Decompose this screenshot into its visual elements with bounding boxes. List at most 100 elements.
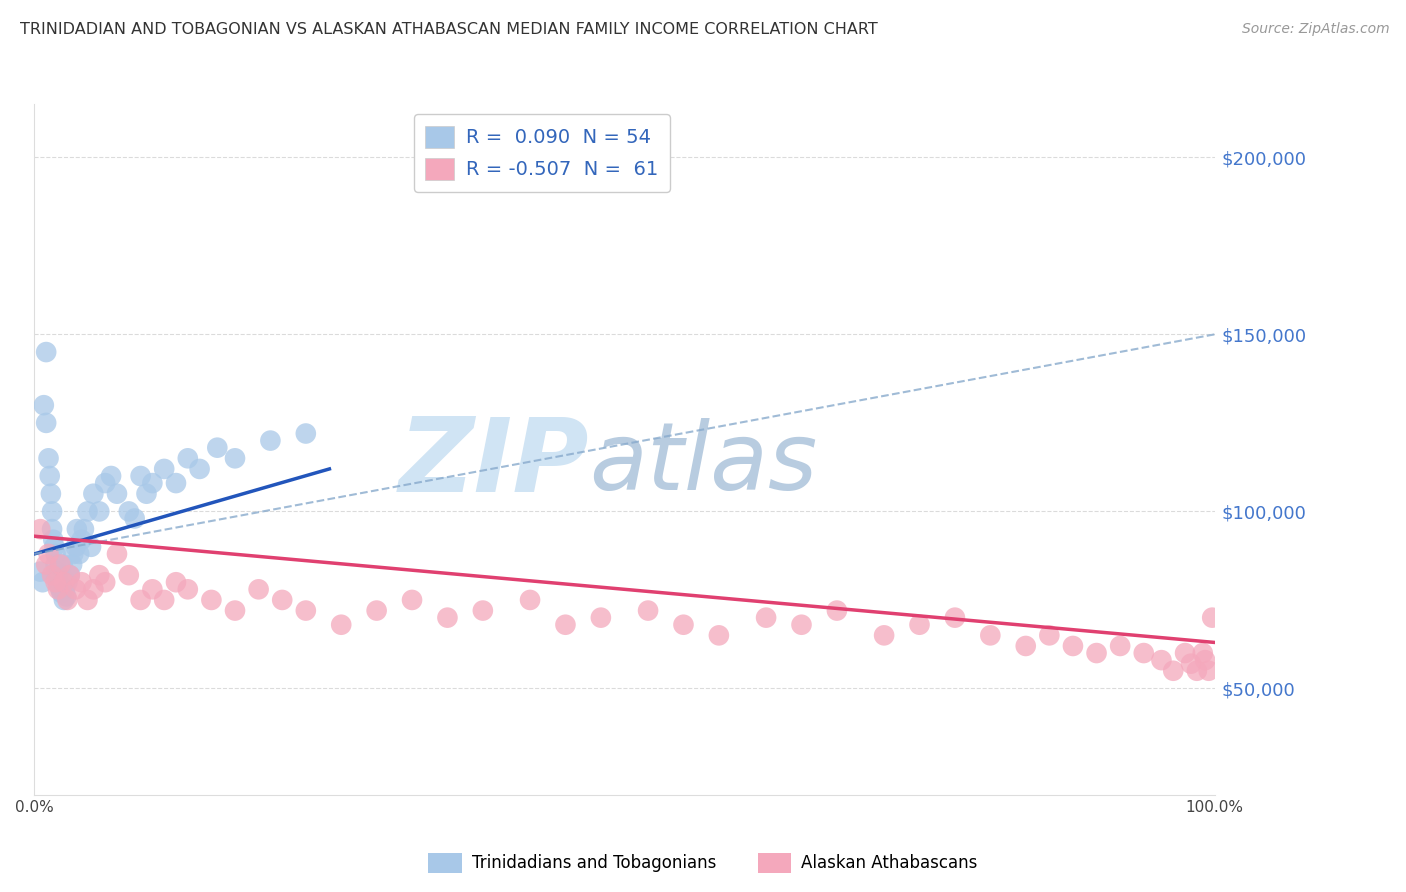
Point: [65, 582, 87, 597]
Point: [1015, 639, 1038, 653]
Point: [45, 575, 67, 590]
Point: [44, 540, 66, 554]
Point: [129, 469, 152, 483]
Point: [637, 603, 659, 617]
Point: [165, 575, 187, 590]
Point: [1194, 653, 1216, 667]
Point: [80, 540, 103, 554]
Point: [118, 504, 141, 518]
Point: [436, 610, 458, 624]
Point: [1180, 657, 1202, 671]
Point: [62, 547, 84, 561]
Point: [165, 476, 187, 491]
Point: [52, 575, 75, 590]
Legend: R =  0.090  N = 54, R = -0.507  N =  61: R = 0.090 N = 54, R = -0.507 N = 61: [413, 114, 671, 192]
Text: TRINIDADIAN AND TOBAGONIAN VS ALASKAN ATHABASCAN MEDIAN FAMILY INCOME CORRELATIO: TRINIDADIAN AND TOBAGONIAN VS ALASKAN AT…: [20, 22, 877, 37]
Point: [105, 547, 128, 561]
Point: [39, 486, 62, 500]
Point: [55, 590, 77, 604]
Point: [45, 558, 67, 572]
Point: [41, 504, 63, 518]
Point: [89, 568, 111, 582]
Point: [38, 451, 60, 466]
Point: [59, 568, 82, 582]
Point: [53, 582, 76, 597]
Point: [153, 593, 176, 607]
Point: [908, 617, 931, 632]
Point: [45, 565, 67, 579]
Point: [56, 593, 79, 607]
Point: [188, 462, 211, 476]
Point: [32, 398, 55, 412]
Point: [51, 586, 73, 600]
Point: [52, 593, 75, 607]
Point: [790, 617, 813, 632]
Point: [42, 533, 65, 547]
Point: [1132, 646, 1154, 660]
Point: [70, 533, 93, 547]
Point: [66, 522, 89, 536]
Point: [295, 603, 318, 617]
Point: [124, 511, 146, 525]
Point: [259, 434, 281, 448]
Point: [38, 469, 60, 483]
Point: [401, 593, 423, 607]
Point: [105, 486, 128, 500]
Point: [52, 558, 75, 572]
Point: [31, 575, 53, 590]
Point: [200, 593, 222, 607]
Point: [672, 617, 695, 632]
Point: [1038, 628, 1060, 642]
Point: [755, 610, 778, 624]
Point: [30, 565, 52, 579]
Point: [41, 522, 63, 536]
Point: [45, 547, 67, 561]
Point: [41, 568, 63, 582]
Point: [177, 582, 200, 597]
Point: [224, 451, 246, 466]
Point: [177, 451, 200, 466]
Point: [1198, 664, 1220, 678]
Point: [76, 504, 98, 518]
Point: [89, 504, 111, 518]
Legend: Trinidadians and Tobagonians, Alaskan Athabascans: Trinidadians and Tobagonians, Alaskan At…: [422, 847, 984, 880]
Point: [247, 582, 270, 597]
Point: [1062, 639, 1084, 653]
Point: [49, 582, 72, 597]
Text: Source: ZipAtlas.com: Source: ZipAtlas.com: [1241, 22, 1389, 37]
Point: [471, 603, 494, 617]
Point: [52, 575, 75, 590]
Point: [1185, 664, 1208, 678]
Point: [1109, 639, 1132, 653]
Point: [330, 617, 353, 632]
Point: [46, 582, 69, 597]
Point: [67, 547, 90, 561]
Point: [60, 558, 83, 572]
Point: [979, 628, 1001, 642]
Point: [707, 628, 730, 642]
Point: [94, 575, 117, 590]
Point: [30, 522, 52, 536]
Point: [70, 575, 93, 590]
Point: [141, 476, 163, 491]
Point: [1191, 646, 1213, 660]
Point: [271, 593, 294, 607]
Text: ZIP: ZIP: [398, 413, 589, 514]
Point: [1174, 646, 1197, 660]
Point: [82, 486, 104, 500]
Point: [35, 416, 58, 430]
Point: [73, 522, 96, 536]
Point: [295, 426, 318, 441]
Point: [1150, 653, 1173, 667]
Point: [82, 582, 104, 597]
Point: [94, 476, 117, 491]
Point: [129, 593, 152, 607]
Point: [46, 568, 69, 582]
Point: [873, 628, 896, 642]
Point: [65, 540, 87, 554]
Point: [49, 558, 72, 572]
Point: [519, 593, 541, 607]
Point: [118, 568, 141, 582]
Point: [46, 575, 69, 590]
Point: [35, 345, 58, 359]
